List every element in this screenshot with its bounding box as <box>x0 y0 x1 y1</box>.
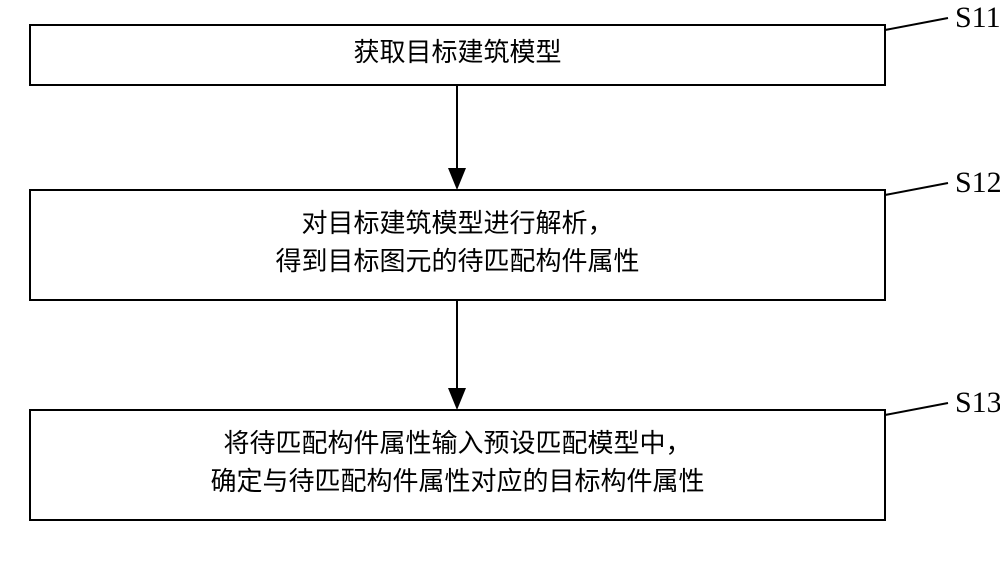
flow-step-text: 对目标建筑模型进行解析， <box>301 209 613 238</box>
step-label-leader <box>885 18 948 30</box>
step-label: S13 <box>955 386 1000 419</box>
flow-step-box <box>30 190 885 300</box>
flow-step-text: 确定与待匹配构件属性对应的目标构件属性 <box>210 467 704 496</box>
step-label-leader <box>885 403 948 415</box>
flow-step-box <box>30 410 885 520</box>
flow-step-text: 将待匹配构件属性输入预设匹配模型中， <box>223 429 691 458</box>
step-label: S11 <box>955 1 1000 34</box>
flowchart-canvas: 获取目标建筑模型对目标建筑模型进行解析， 得到目标图元的待匹配构件属性将待匹配构件… <box>0 0 1000 569</box>
step-label: S12 <box>955 166 1000 199</box>
flow-step-text: 得到目标图元的待匹配构件属性 <box>275 247 639 276</box>
flow-step-text: 获取目标建筑模型 <box>353 38 561 67</box>
flow-arrow-head-icon <box>448 168 466 190</box>
step-label-leader <box>885 183 948 195</box>
flow-arrow-head-icon <box>448 388 466 410</box>
